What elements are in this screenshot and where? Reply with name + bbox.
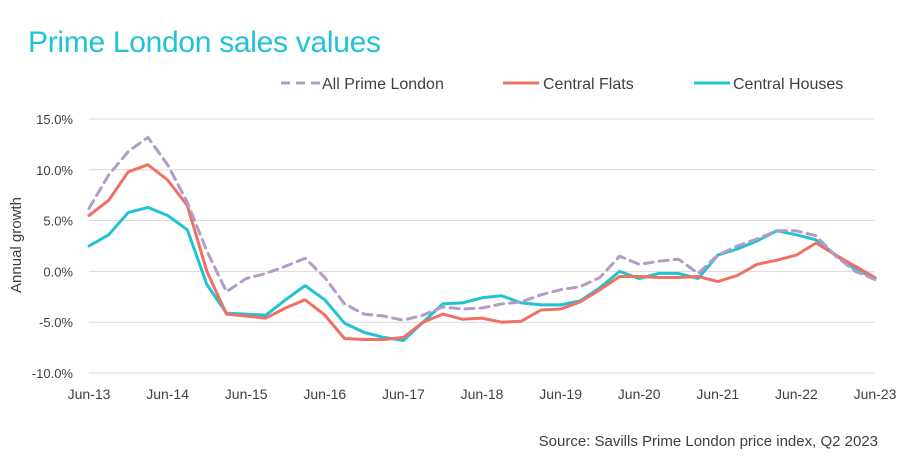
y-tick-label: -10.0% — [32, 366, 74, 381]
x-tick-label: Jun-22 — [775, 386, 818, 402]
x-tick-label: Jun-13 — [68, 386, 111, 402]
y-tick-label: 15.0% — [36, 112, 73, 127]
legend-item-all-prime-london[interactable]: All Prime London — [281, 76, 444, 93]
y-tick-label: 10.0% — [36, 163, 73, 178]
legend-item-central-houses[interactable]: Central Houses — [694, 76, 843, 93]
chart-title: Prime London sales values — [28, 26, 381, 59]
x-tick-label: Jun-18 — [461, 386, 504, 402]
x-tick-label: Jun-23 — [854, 386, 897, 402]
x-tick-label: Jun-20 — [618, 386, 661, 402]
legend-label: Central Houses — [733, 76, 843, 93]
y-axis-ticks: -10.0% -5.0% 0.0% 5.0% 10.0% 15.0% — [32, 112, 74, 381]
y-tick-label: -5.0% — [39, 315, 73, 330]
y-axis-label: Annual growth — [8, 197, 25, 293]
x-tick-label: Jun-17 — [382, 386, 425, 402]
series-lines — [87, 135, 877, 342]
legend-item-central-flats[interactable]: Central Flats — [503, 76, 634, 93]
x-tick-label: Jun-15 — [225, 386, 268, 402]
x-tick-label: Jun-16 — [303, 386, 346, 402]
legend-label: Central Flats — [543, 76, 634, 93]
x-axis-ticks: Jun-13 Jun-14 Jun-15 Jun-16 Jun-17 Jun-18 Jun-… — [68, 386, 897, 402]
x-tick-label: Jun-14 — [146, 386, 189, 402]
gridlines — [89, 118, 875, 374]
series-line-central-flats — [87, 163, 877, 341]
source-note: Source: Savills Prime London price index… — [538, 433, 878, 450]
series-line-central-houses — [87, 205, 877, 342]
series-line-all-prime-london — [87, 135, 877, 322]
y-tick-label: 0.0% — [43, 264, 73, 279]
legend[interactable]: All Prime London Central Flats Central Hou… — [281, 76, 843, 93]
legend-label: All Prime London — [322, 76, 444, 93]
x-tick-label: Jun-19 — [539, 386, 582, 402]
x-tick-label: Jun-21 — [696, 386, 739, 402]
y-tick-label: 5.0% — [43, 214, 73, 229]
